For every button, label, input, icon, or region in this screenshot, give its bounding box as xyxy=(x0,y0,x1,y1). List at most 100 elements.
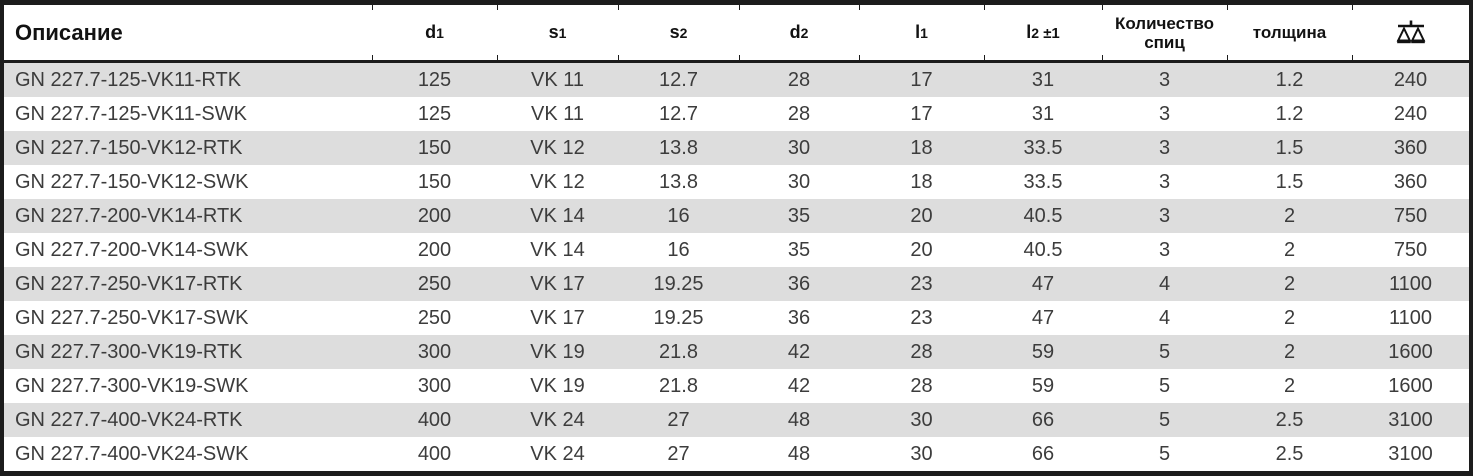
cell-d2: 30 xyxy=(787,136,811,159)
cell-weight: 1100 xyxy=(1388,272,1432,295)
cell-d1: 200 xyxy=(417,238,452,261)
header-label-part: 2 xyxy=(800,25,809,41)
cell-weight: 750 xyxy=(1393,238,1428,261)
cell-d1: 150 xyxy=(417,136,452,159)
header-label-part: d xyxy=(789,22,801,42)
cell-d2: 28 xyxy=(787,68,811,91)
cell-s2: 27 xyxy=(667,408,690,431)
cell-s1: VK 11 xyxy=(531,68,584,91)
spec-table-body: GN 227.7-125-VK11-RTK 125 VK 11 12.7 28 17 3 1 3… xyxy=(4,61,1469,471)
cell-weight: 1100 xyxy=(1388,306,1432,329)
cell-d2: 35 xyxy=(787,204,811,227)
cell-thickness: 1.2 xyxy=(1275,68,1304,91)
header-row: Описание d1 s1 s2 d2 l1 l2 ±1 Количество спиц то… xyxy=(4,5,1469,63)
cell-s1: VK 24 xyxy=(530,442,585,465)
cell-l1: 18 xyxy=(910,170,933,193)
cell-description: GN 227.7-150-VK12-RTK xyxy=(15,136,243,159)
header-label-part: l xyxy=(915,22,921,42)
cell-d1: 125 xyxy=(417,68,452,91)
cell-s2: 13.8 xyxy=(659,136,698,159)
cell-d1: 400 xyxy=(417,408,452,431)
cell-d1: 200 xyxy=(417,204,452,227)
table-row: GN 227.7-150-VK12-SWK 150 VK 12 13.8 30 18 33.… xyxy=(4,165,1469,199)
cell-l1: 28 xyxy=(910,340,933,363)
cell-description: GN 227.7-125-VK11-SWK xyxy=(15,102,247,125)
column-header-d1: d1 xyxy=(372,5,497,63)
cell-l2: 59 xyxy=(1031,340,1055,363)
cell-thickness: 2.5 xyxy=(1275,442,1304,465)
column-header-l1: l1 xyxy=(859,5,984,63)
cell-spokes: 3 xyxy=(1158,238,1171,261)
cell-weight: 750 xyxy=(1393,204,1428,227)
cell-l2: 59 xyxy=(1031,374,1055,397)
cell-spokes: 5 xyxy=(1158,340,1171,363)
cell-s1: VK 17 xyxy=(530,272,585,295)
cell-d1: 300 xyxy=(417,374,452,397)
cell-weight: 360 xyxy=(1393,136,1428,159)
cell-l1: 28 xyxy=(910,374,933,397)
cell-thickness: 1.5 xyxy=(1275,136,1304,159)
cell-s2: 12.7 xyxy=(659,102,698,125)
header-label-part: ±1 xyxy=(1039,24,1060,42)
table-row: GN 227.7-250-VK17-SWK 250 VK 17 19.25 36 23 47… xyxy=(4,301,1469,335)
cell-weight: 240 xyxy=(1393,102,1428,125)
cell-thickness: 1.2 xyxy=(1275,102,1304,125)
header-label-part: 1 xyxy=(920,25,928,41)
table-row: GN 227.7-125-VK11-SWK 125 VK 11 12.7 28 17 31 3… xyxy=(4,97,1469,131)
cell-d2: 48 xyxy=(787,408,811,431)
cell-l1: 20 xyxy=(910,204,933,227)
cell-spokes: 3 xyxy=(1158,68,1171,91)
cell-s2: 19.25 xyxy=(653,306,704,329)
cell-spokes: 5 xyxy=(1158,374,1171,397)
cell-l1: 23 xyxy=(910,272,933,295)
weight-scale-icon xyxy=(1396,20,1425,43)
cell-thickness: 2 xyxy=(1283,306,1296,329)
cell-l2: 66 xyxy=(1031,408,1055,431)
cell-s1: VK 17 xyxy=(530,306,585,329)
header-label-part: s xyxy=(669,22,680,42)
table-row: GN 227.7-300-VK19-RTK 300 VK 19 21.8 42 28 59 5… xyxy=(4,335,1469,369)
cell-weight: 360 xyxy=(1393,170,1428,193)
cell-d2: 35 xyxy=(787,238,811,261)
cell-description: GN 227.7-250-VK17-SWK xyxy=(15,306,249,329)
cell-description: GN 227.7-200-VK14-SWK xyxy=(15,238,249,261)
cell-s1: VK 14 xyxy=(530,204,585,227)
header-label-part: d xyxy=(425,22,437,42)
cell-description: GN 227.7-200-VK14-RTK xyxy=(15,204,243,227)
column-header-thickness: толщина xyxy=(1227,5,1352,63)
cell-thickness: 2 xyxy=(1283,238,1296,261)
cell-thickness: 2 xyxy=(1283,204,1296,227)
cell-spokes: 5 xyxy=(1158,408,1171,431)
cell-s2: 27 xyxy=(667,442,690,465)
cell-spokes: 3 xyxy=(1158,204,1171,227)
cell-description: GN 227.7-150-VK12-SWK xyxy=(15,170,249,193)
cell-d2: 28 xyxy=(787,102,811,125)
table-row: GN 227.7-300-VK19-SWK 300 VK 19 21.8 42 28 59 5… xyxy=(4,369,1469,403)
cell-l2: 33.5 xyxy=(1023,170,1063,193)
cell-description: GN 227.7-125-VK11-RTK xyxy=(15,68,242,91)
cell-s1: VK 12 xyxy=(530,136,585,159)
cell-l1: 17 xyxy=(910,68,933,91)
cell-d2: 36 xyxy=(787,272,811,295)
cell-s2: 12.7 xyxy=(659,68,698,91)
cell-s2: 21.8 xyxy=(659,340,698,363)
cell-spokes: 3 xyxy=(1158,102,1171,125)
cell-l1: 30 xyxy=(910,408,933,431)
column-header-s1: s1 xyxy=(497,5,618,63)
cell-s1: VK 19 xyxy=(530,374,585,397)
cell-l2: 40.5 xyxy=(1023,204,1063,227)
cell-s1: VK 14 xyxy=(530,238,585,261)
cell-d1: 400 xyxy=(417,442,452,465)
cell-l1: 30 xyxy=(910,442,933,465)
cell-d2: 48 xyxy=(787,442,811,465)
cell-s2: 16 xyxy=(667,204,690,227)
header-label-part: l xyxy=(1026,21,1032,42)
cell-description: GN 227.7-400-VK24-RTK xyxy=(15,408,243,431)
cell-thickness: 2 xyxy=(1283,272,1296,295)
cell-l1: 20 xyxy=(910,238,933,261)
cell-s2: 21.8 xyxy=(659,374,698,397)
cell-d1: 150 xyxy=(417,170,452,193)
cell-thickness: 2 xyxy=(1283,374,1296,397)
cell-weight: 240 xyxy=(1393,68,1428,91)
